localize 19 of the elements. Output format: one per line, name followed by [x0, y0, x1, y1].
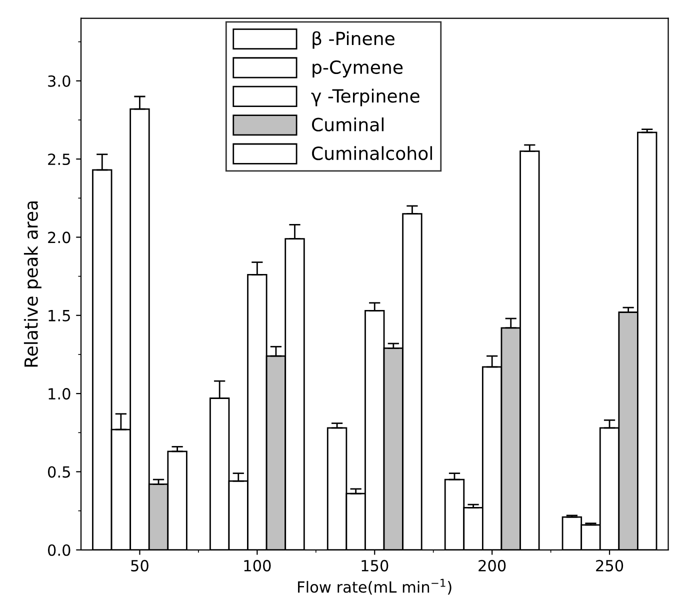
- x-tick-label: 50: [131, 560, 148, 572]
- y-tick-label: 2.0: [48, 232, 70, 244]
- legend-label: Cuminalcohol: [312, 146, 432, 160]
- x-tick-label: 100: [244, 560, 271, 572]
- x-tick-label: 200: [478, 560, 506, 572]
- y-axis-title: Relative peak area: [24, 201, 42, 367]
- x-axis-title: Flow rate(mL min$^{−1}$): [298, 578, 452, 595]
- x-tick-label: 250: [596, 560, 624, 572]
- legend-label: γ -Terpinene: [311, 88, 420, 106]
- y-tick-label: 0.5: [48, 466, 70, 478]
- legend-label: Cuminal: [312, 117, 384, 132]
- legend-label: p-Cymene: [312, 60, 403, 78]
- y-tick-label: 2.5: [48, 154, 70, 166]
- legend-label: β -Pinene: [312, 31, 394, 49]
- x-tick-label: 150: [362, 560, 388, 572]
- y-tick-label: 3.0: [48, 75, 70, 87]
- y-tick-label: 1.0: [48, 388, 70, 400]
- y-tick-label: 1.5: [48, 310, 70, 322]
- y-tick-label: 0.0: [48, 544, 70, 556]
